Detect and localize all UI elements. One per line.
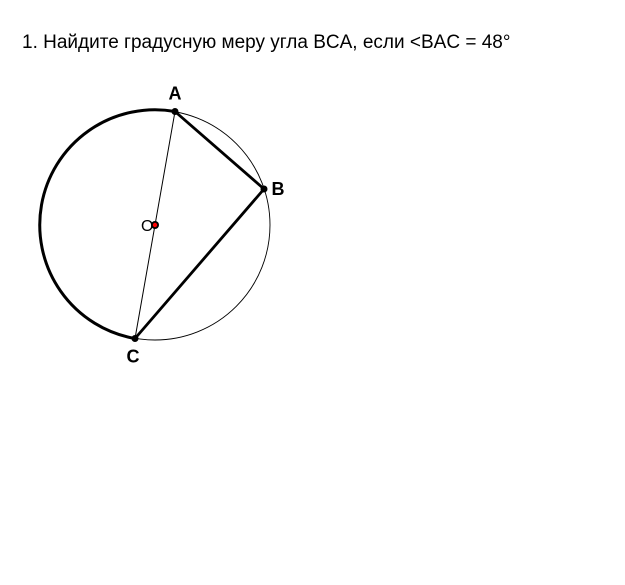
point-label-C: C: [127, 347, 140, 367]
page: 1. Найдите градусную меру угла BCA, если…: [0, 0, 625, 585]
segment-BC: [135, 189, 264, 339]
point-label-A: A: [169, 84, 182, 104]
center-dot-inner: [153, 223, 157, 227]
point-A: [172, 108, 179, 115]
problem-statement: 1. Найдите градусную меру угла BCA, если…: [22, 32, 510, 54]
point-C: [132, 335, 139, 342]
center-label: O: [141, 218, 153, 235]
point-B: [261, 186, 268, 193]
point-label-B: B: [272, 179, 285, 199]
segment-AB: [175, 112, 264, 190]
geometry-diagram: O A B C: [20, 75, 340, 405]
